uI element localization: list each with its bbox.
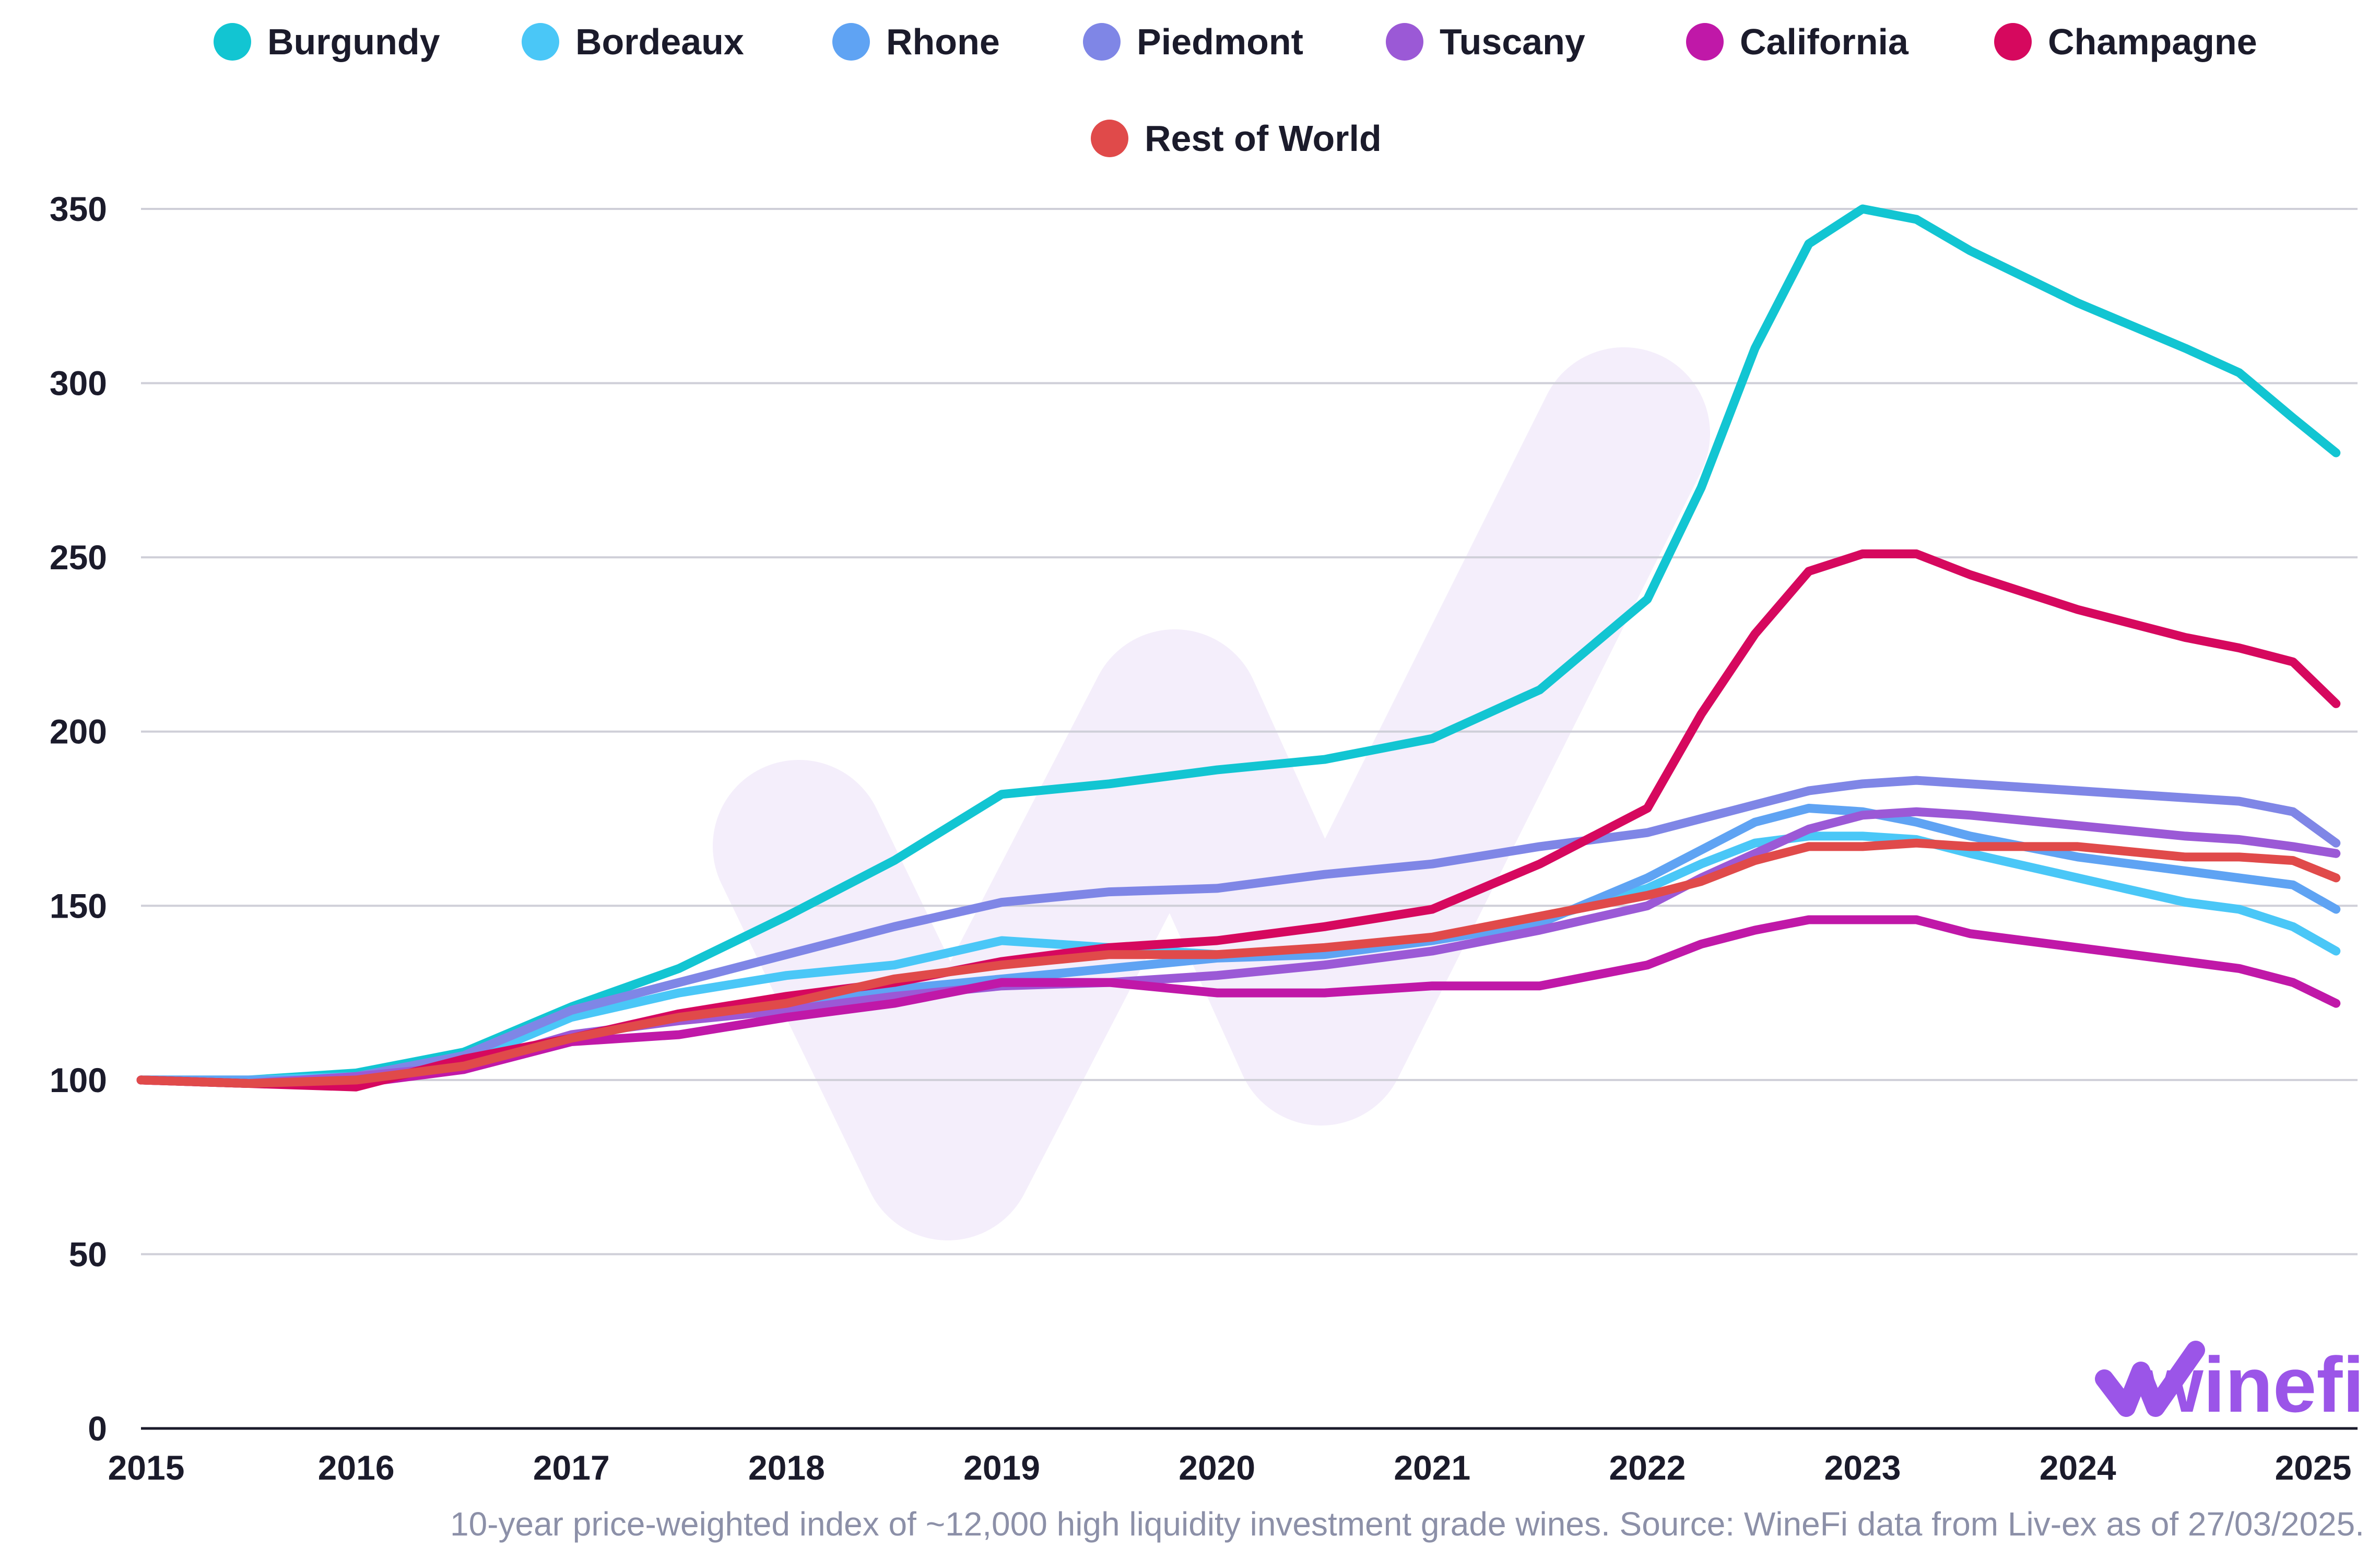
x-tick-label: 2018 xyxy=(748,1448,825,1487)
winefi-logo: winefi xyxy=(2095,1341,2364,1428)
series-line-rest-of-world xyxy=(136,838,2341,1088)
x-tick-label: 2020 xyxy=(1179,1448,1255,1487)
grid-lines xyxy=(141,208,2358,1256)
legend-item-rest-of-world: Rest of World xyxy=(1091,118,1382,159)
logo-text: winefi xyxy=(2142,1341,2364,1428)
legend-swatch xyxy=(832,23,870,61)
legend-label: Piedmont xyxy=(1137,21,1303,62)
legend: Burgundy Bordeaux Rhone Piedmont Tuscany Cali… xyxy=(214,21,2257,159)
legend-swatch xyxy=(214,23,251,61)
series-line-piedmont xyxy=(136,776,2341,1088)
x-tick-label: 2019 xyxy=(963,1448,1040,1487)
x-tick-label: 2021 xyxy=(1394,1448,1470,1487)
logo-check-icon xyxy=(2095,1341,2205,1417)
legend-label: California xyxy=(1740,21,1909,62)
legend-label: Champagne xyxy=(2048,21,2257,62)
x-axis-ticks: 2015 2016 2017 2018 2019 2020 2021 2022 2023 2024… xyxy=(108,1448,2352,1487)
legend-item-california: California xyxy=(1686,21,1909,62)
legend-item-tuscany: Tuscany xyxy=(1386,21,1585,62)
legend-item-piedmont: Piedmont xyxy=(1083,21,1303,62)
y-tick-label: 100 xyxy=(50,1061,107,1099)
legend-label: Bordeaux xyxy=(575,21,744,62)
y-tick-label: 0 xyxy=(88,1409,107,1448)
y-tick-label: 350 xyxy=(50,190,107,228)
legend-label: Tuscany xyxy=(1440,21,1585,62)
legend-item-bordeaux: Bordeaux xyxy=(522,21,744,62)
legend-label: Rhone xyxy=(886,21,1000,62)
legend-swatch xyxy=(1386,23,1423,61)
legend-swatch xyxy=(1994,23,2032,61)
x-tick-label: 2017 xyxy=(533,1448,610,1487)
legend-swatch xyxy=(1091,120,1128,157)
legend-swatch xyxy=(522,23,559,61)
x-tick-label: 2022 xyxy=(1609,1448,1686,1487)
series-line-burgundy xyxy=(136,204,2341,1085)
legend-swatch xyxy=(1083,23,1121,61)
legend-swatch xyxy=(1686,23,1724,61)
legend-item-burgundy: Burgundy xyxy=(214,21,440,62)
x-tick-label: 2024 xyxy=(2040,1448,2116,1487)
legend-label: Rest of World xyxy=(1145,118,1382,159)
x-tick-label: 2016 xyxy=(318,1448,395,1487)
y-tick-label: 50 xyxy=(69,1235,107,1273)
chart-caption: 10-year price-weighted index of ~12,000 … xyxy=(450,1505,2364,1543)
x-tick-label: 2015 xyxy=(108,1448,185,1487)
x-tick-label: 2023 xyxy=(1824,1448,1901,1487)
y-tick-label: 250 xyxy=(50,538,107,577)
y-tick-label: 150 xyxy=(50,886,107,925)
y-tick-label: 200 xyxy=(50,712,107,751)
y-tick-label: 300 xyxy=(50,364,107,403)
x-tick-label: 2025 xyxy=(2275,1448,2352,1487)
legend-item-rhone: Rhone xyxy=(832,21,1000,62)
legend-item-champagne: Champagne xyxy=(1994,21,2257,62)
watermark-check-icon xyxy=(713,347,1710,1240)
series-line-california xyxy=(136,915,2341,1088)
series-lines xyxy=(136,204,2341,1092)
y-axis-ticks: 0 50 100 150 200 250 300 350 xyxy=(50,190,107,1448)
legend-label: Burgundy xyxy=(267,21,440,62)
